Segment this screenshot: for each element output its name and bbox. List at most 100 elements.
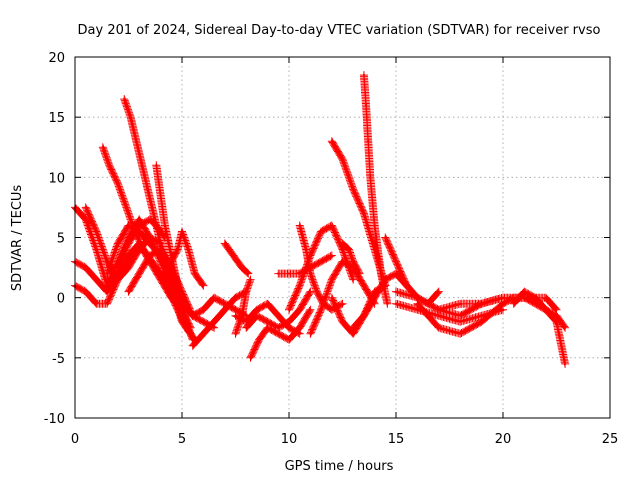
data-point [373,224,376,227]
data-point [232,254,235,257]
data-point [437,290,440,293]
data-point [369,176,372,179]
data-point [245,326,248,329]
data-point [384,278,387,281]
data-point [277,272,280,275]
data-point [384,236,387,239]
data-point [501,302,505,305]
data-point [459,314,462,317]
data-point [202,320,205,323]
data-point [95,248,98,251]
data-point [298,326,301,329]
data-point [84,206,87,209]
y-tick-label: 10 [48,171,65,186]
data-point [159,272,162,275]
series-arc-33 [499,293,570,368]
data-point [193,272,197,275]
data-point [187,248,190,251]
data-point [386,302,389,305]
data-point [298,224,301,227]
data-point [167,290,171,293]
data-point [257,338,261,341]
data-point [142,248,145,251]
data-point [416,308,419,311]
data-point [287,320,291,323]
data-point [362,314,366,317]
series-arc-18 [242,287,315,332]
data-point [437,308,440,311]
data-point [245,290,248,293]
data-point [223,242,226,245]
data-point [148,242,152,245]
data-point [180,230,184,233]
data-point [101,146,105,149]
data-point [138,218,141,221]
data-point [191,344,194,347]
data-point [202,308,205,311]
plot-frame [74,56,611,419]
data-point [240,266,244,269]
series-arc-16 [231,275,255,338]
data-point [304,248,308,251]
data-point [352,188,355,191]
data-point [176,248,179,251]
data-point [533,302,537,305]
data-point [533,296,537,299]
data-point [523,290,526,293]
data-point [394,260,398,263]
x-tick-label: 0 [71,432,79,447]
data-point [341,158,344,161]
data-point [159,194,162,197]
data-point [212,296,216,299]
data-point [362,284,366,287]
data-point [459,320,462,323]
series-arc-25 [338,239,364,278]
data-point [563,362,567,366]
data-point [116,182,120,185]
y-tick-label: 20 [48,51,65,66]
data-point [347,248,351,251]
y-tick-label: 15 [48,111,65,126]
data-point [544,308,547,311]
data-point [330,296,333,299]
data-point [341,302,344,305]
data-point [480,320,483,323]
data-point [563,326,567,329]
data-point [105,272,109,275]
series-arc-9 [113,215,169,272]
series-arc-29 [392,299,507,326]
data-point [234,296,237,299]
data-point [138,224,141,227]
data-point [180,302,184,305]
data-point [123,97,126,101]
data-point [127,290,130,293]
data-point [437,314,440,317]
data-point [125,206,128,209]
data-point [170,260,173,263]
y-axis-label: SDTVAR / TECUs [10,185,25,292]
series-markers [359,71,392,308]
y-tick-label: 5 [57,232,65,247]
data-point [555,314,558,317]
y-tick-label: -10 [44,412,65,427]
data-point [247,272,250,275]
data-point [159,248,162,251]
data-point [352,278,355,281]
data-point [501,296,505,299]
x-axis-label: GPS time / hours [285,459,394,474]
data-point [315,290,319,293]
data-point [127,254,130,257]
series-arc-31 [413,299,507,338]
data-point [352,326,355,329]
data-point [309,332,312,335]
data-point [84,266,87,269]
data-point [95,278,98,281]
series-markers [220,239,253,278]
data-point [127,242,130,245]
tick-labels: 0 5 10 15 20 25 -10 -5 0 5 10 15 20 [44,51,619,447]
data-point [366,140,370,143]
series-arc-34 [509,287,570,332]
data-point [364,103,368,107]
data-point [416,296,419,299]
data-point [116,278,120,281]
